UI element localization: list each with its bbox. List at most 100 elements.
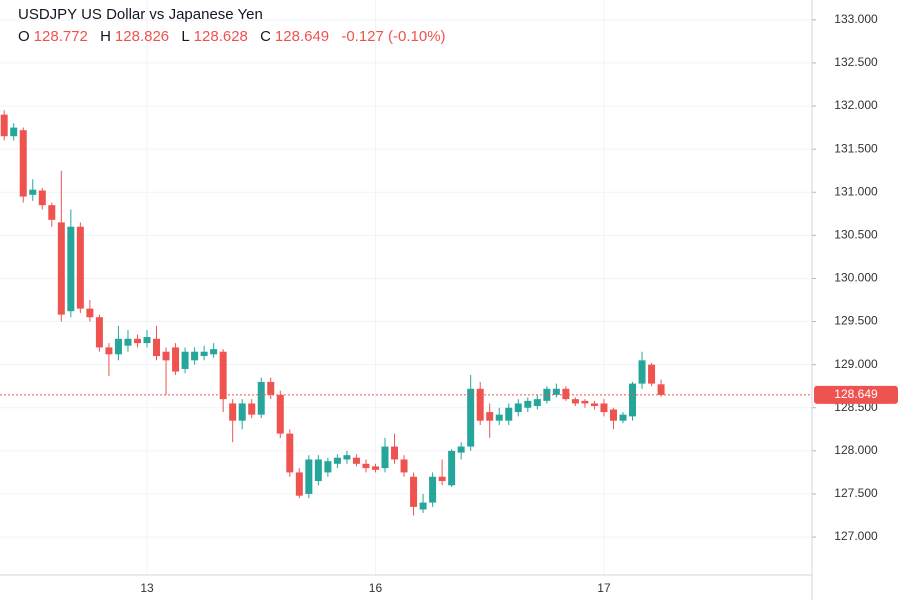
candle-body bbox=[48, 205, 56, 220]
y-tick-label: 128.000 bbox=[834, 443, 878, 457]
candle-body bbox=[371, 466, 379, 470]
candle-body bbox=[476, 388, 484, 421]
open-key: O bbox=[18, 28, 30, 45]
candle-body bbox=[38, 190, 46, 206]
candle-body bbox=[276, 394, 284, 434]
candle-body bbox=[514, 403, 522, 413]
candle-body bbox=[114, 338, 122, 355]
candle-body bbox=[352, 457, 360, 464]
candle-body bbox=[562, 388, 570, 400]
candle-body bbox=[10, 127, 18, 137]
candle-body bbox=[76, 226, 84, 309]
candle-body bbox=[448, 450, 456, 486]
candle-body bbox=[657, 384, 665, 395]
candle-body bbox=[381, 446, 389, 469]
candle-body bbox=[581, 400, 589, 404]
candle-body bbox=[86, 308, 94, 318]
candle-body bbox=[133, 338, 141, 344]
candle-body bbox=[638, 360, 646, 384]
candle-body bbox=[0, 114, 8, 137]
candle-body bbox=[295, 472, 303, 496]
y-tick-label: 131.000 bbox=[834, 184, 878, 198]
y-tick-label: 130.500 bbox=[834, 228, 878, 242]
candle-body bbox=[162, 351, 170, 361]
last-price-badge bbox=[814, 385, 898, 404]
candle-body bbox=[305, 459, 313, 494]
candle-body bbox=[362, 463, 370, 469]
candle-body bbox=[267, 381, 275, 395]
candle-body bbox=[590, 403, 598, 407]
candle-body bbox=[124, 338, 132, 346]
candle-body bbox=[495, 414, 503, 421]
candle-body bbox=[524, 400, 532, 408]
candle-body bbox=[67, 226, 75, 312]
candle-body bbox=[333, 457, 341, 464]
candle-body bbox=[410, 476, 418, 507]
candle-body bbox=[457, 446, 465, 453]
candle-body bbox=[543, 388, 551, 401]
close-key: C bbox=[260, 28, 271, 45]
candle-body bbox=[438, 476, 446, 482]
y-tick-label: 129.000 bbox=[834, 357, 878, 371]
high-value: 128.826 bbox=[114, 28, 170, 45]
candle-body bbox=[648, 364, 656, 384]
candle-body bbox=[600, 403, 608, 413]
candle-body bbox=[429, 476, 437, 503]
title: USDJPY US Dollar vs Japanese Yen bbox=[18, 6, 263, 23]
y-tick-label: 132.500 bbox=[834, 55, 878, 69]
open-value: 128.772 bbox=[33, 28, 88, 45]
candle-body bbox=[391, 446, 399, 460]
candle-body bbox=[257, 381, 265, 415]
candle-body bbox=[229, 403, 237, 421]
y-tick-label: 129.500 bbox=[834, 314, 878, 328]
candle-body bbox=[210, 349, 218, 355]
candle-body bbox=[95, 317, 103, 348]
candle-body bbox=[153, 338, 161, 357]
high-key: H bbox=[100, 28, 111, 45]
candle-body bbox=[200, 351, 208, 357]
candle-body bbox=[343, 455, 351, 460]
low-key: L bbox=[181, 28, 190, 45]
candle-body bbox=[172, 347, 180, 372]
candle-body bbox=[533, 399, 541, 407]
x-tick-label: 17 bbox=[597, 581, 611, 595]
last-price-label: 128.649 bbox=[834, 387, 878, 401]
close-value: 128.649 bbox=[274, 28, 330, 45]
candle-body bbox=[400, 459, 408, 473]
candle-body bbox=[286, 433, 294, 473]
candle-body bbox=[105, 347, 113, 355]
candle-body bbox=[609, 409, 617, 421]
candle-body bbox=[486, 412, 494, 421]
candle-body bbox=[29, 189, 37, 195]
candle-body bbox=[238, 403, 246, 421]
candle-body bbox=[419, 502, 427, 510]
candle-body bbox=[571, 399, 579, 404]
change: -0.127 (-0.10%) bbox=[341, 28, 446, 45]
candle-body bbox=[314, 459, 322, 482]
candle-body bbox=[467, 388, 475, 447]
candle-body bbox=[248, 403, 256, 415]
low-value: 128.628 bbox=[193, 28, 248, 45]
y-tick-label: 131.500 bbox=[834, 141, 878, 155]
candle-body bbox=[552, 388, 560, 395]
candle-body bbox=[505, 407, 513, 421]
candle-body bbox=[191, 351, 199, 361]
legend: USDJPY US Dollar vs Japanese Yen O 128.77… bbox=[18, 4, 454, 48]
y-tick-label: 127.000 bbox=[834, 529, 878, 543]
y-tick-label: 133.000 bbox=[834, 12, 878, 26]
candle-body bbox=[629, 383, 637, 417]
y-tick-label: 130.000 bbox=[834, 271, 878, 285]
ohlc-row: O 128.772 H 128.826 L 128.628 C 128.649 -0.1… bbox=[18, 26, 454, 48]
candle-body bbox=[181, 351, 189, 369]
candle-body bbox=[219, 351, 227, 400]
x-tick-label: 13 bbox=[140, 581, 154, 595]
x-tick-label: 16 bbox=[369, 581, 383, 595]
candle-body bbox=[143, 337, 151, 344]
y-tick-label: 127.500 bbox=[834, 486, 878, 500]
candle-body bbox=[619, 414, 627, 421]
y-tick-label: 132.000 bbox=[834, 98, 878, 112]
candle-body bbox=[19, 130, 27, 197]
candle-body bbox=[324, 461, 332, 473]
